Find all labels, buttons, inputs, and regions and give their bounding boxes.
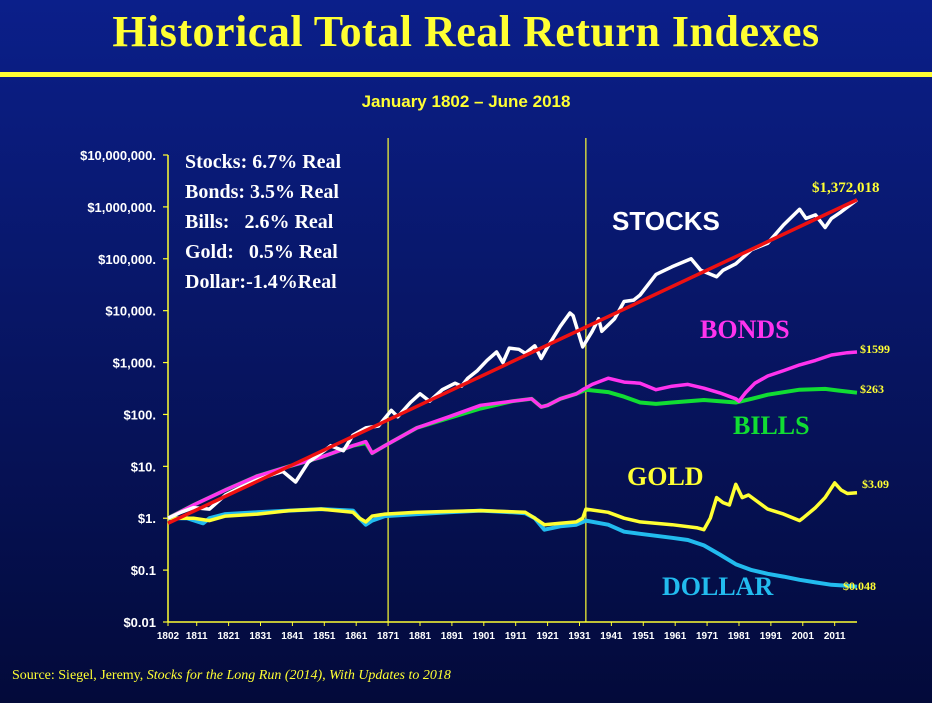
- x-tick-label: 1861: [345, 631, 368, 642]
- source-title: Stocks for the Long Run (2014), With Upd…: [146, 668, 451, 683]
- legend-line: Bills: 2.6% Real: [185, 211, 334, 233]
- chart-area: $10,000,000. $1,000,000. $100,000. $10,000.…: [80, 138, 890, 642]
- x-tick-label: 1951: [632, 631, 655, 642]
- y-tick-label: $100.: [123, 407, 156, 422]
- chart-subtitle: January 1802 – June 2018: [361, 92, 571, 111]
- x-tick-label: 1811: [186, 631, 208, 642]
- bills-name-label: BILLS: [733, 411, 810, 440]
- x-tick-label: 1891: [441, 631, 464, 642]
- x-tick-label: 1941: [600, 631, 623, 642]
- x-tick-label: 1831: [249, 631, 272, 642]
- x-tick-label: 1901: [473, 631, 496, 642]
- y-tick-label: $1,000,000.: [87, 200, 156, 215]
- chart-title: Historical Total Real Return Indexes: [112, 7, 820, 56]
- legend-line: Stocks: 6.7% Real: [185, 151, 342, 173]
- legend-line: Dollar:-1.4%Real: [185, 271, 337, 293]
- y-tick-label: $1.: [138, 511, 156, 526]
- x-tick-label: 2001: [792, 631, 815, 642]
- dollar-name-label: DOLLAR: [662, 572, 773, 601]
- stocks-trend-line: [167, 198, 858, 525]
- bonds-end-value: $1599: [860, 342, 890, 356]
- source-prefix: Source: Siegel, Jeremy,: [12, 668, 147, 683]
- y-tick-label: $0.01: [123, 615, 156, 630]
- x-tick-label: 1921: [536, 631, 559, 642]
- dollar-end-value: $0.048: [843, 579, 876, 593]
- y-tick-label: $0.1: [131, 563, 156, 578]
- y-tick-label: $10,000,000.: [80, 148, 156, 163]
- x-tick-label: 1841: [281, 631, 304, 642]
- x-tick-label: 1881: [409, 631, 432, 642]
- title-underline: [0, 72, 932, 77]
- x-tick-label: 1871: [377, 631, 400, 642]
- bills-end-value: $263: [860, 382, 884, 396]
- gold-line: [168, 481, 858, 532]
- x-tick-label: 1971: [696, 631, 719, 642]
- x-tick-label: 1991: [760, 631, 783, 642]
- bonds-name-label: BONDS: [700, 315, 790, 344]
- x-tick-label: 1931: [568, 631, 591, 642]
- x-tick-label: 2011: [824, 631, 846, 642]
- x-tick-label: 1851: [313, 631, 336, 642]
- legend-line: Gold: 0.5% Real: [185, 241, 338, 263]
- series-lines: [167, 198, 859, 589]
- x-tick-label: 1802: [157, 631, 180, 642]
- bonds-line: [167, 350, 858, 520]
- x-tick-label: 1821: [217, 631, 240, 642]
- y-tick-label: $10,000.: [105, 304, 156, 319]
- stocks-line: [167, 198, 859, 520]
- x-tick-label: 1961: [664, 631, 687, 642]
- series-labels: STOCKS $1,372,018 BONDS $1599 BILLS $263 GOLD $…: [612, 180, 890, 601]
- gold-end-value: $3.09: [862, 477, 889, 491]
- x-tick-label: 1981: [728, 631, 751, 642]
- gold-name-label: GOLD: [627, 462, 704, 491]
- y-tick-label: $1,000.: [113, 356, 156, 371]
- stocks-name-label: STOCKS: [612, 206, 720, 236]
- vertical-markers: [387, 138, 587, 622]
- y-tick-label: $10.: [131, 459, 156, 474]
- legend-line: Bonds: 3.5% Real: [185, 181, 339, 203]
- source-note: Source: Siegel, Jeremy, Stocks for the L…: [12, 668, 451, 684]
- x-tick-label: 1911: [505, 631, 527, 642]
- stocks-end-value: $1,372,018: [812, 180, 880, 196]
- y-tick-label: $100,000.: [98, 252, 156, 267]
- legend: Stocks: 6.7% Real Bonds: 3.5% Real Bills: …: [185, 151, 342, 293]
- axes: $10,000,000. $1,000,000. $100,000. $10,000.…: [80, 148, 857, 642]
